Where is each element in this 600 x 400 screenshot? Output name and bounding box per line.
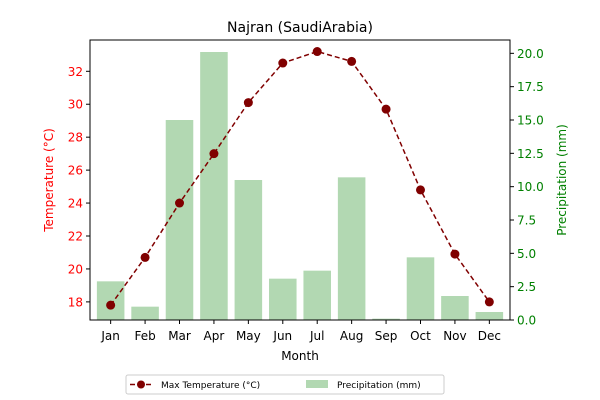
x-axis-ticks: Jan Feb Mar Apr May Jun Jul Aug Sep Oct Nov Dec [100, 320, 501, 343]
temperature-point-sep [381, 104, 391, 114]
left-tick-label: 22 [68, 230, 83, 244]
x-tick-label: Jul [309, 329, 324, 343]
precipitation-bar-feb [131, 306, 159, 320]
x-tick-label: Mar [168, 329, 191, 343]
right-tick-label: 17.5 [517, 80, 544, 94]
x-tick-label: Aug [340, 329, 363, 343]
precipitation-bar-jul [303, 270, 331, 320]
temperature-point-apr [209, 149, 219, 159]
temperature-point-jun [278, 58, 288, 68]
x-tick-label: Apr [204, 329, 225, 343]
temperature-point-mar [175, 198, 185, 208]
right-tick-label: 20.0 [517, 47, 544, 61]
temperature-point-jul [312, 47, 322, 57]
left-axis-ticks: 18 20 22 24 26 28 30 32 [68, 65, 90, 309]
x-tick-label: Sep [375, 329, 398, 343]
chart-title: Najran (SaudiArabia) [227, 20, 373, 36]
right-tick-label: 15.0 [517, 114, 544, 128]
temperature-point-nov [450, 249, 460, 259]
left-tick-label: 32 [68, 65, 83, 79]
precipitation-bar-dec [475, 312, 504, 320]
x-tick-label: Dec [478, 329, 501, 343]
left-tick-label: 20 [68, 262, 83, 276]
right-tick-label: 7.5 [517, 214, 536, 228]
temperature-point-oct [415, 185, 425, 195]
temperature-point-dec [484, 297, 494, 307]
right-tick-label: 12.5 [517, 147, 544, 161]
precipitation-bars [96, 52, 504, 320]
temperature-point-may [243, 98, 253, 108]
legend-marker-swatch [137, 380, 145, 389]
precipitation-bar-oct [406, 257, 435, 320]
left-tick-label: 26 [68, 164, 83, 178]
right-axis-title: Precipitation (mm) [555, 124, 569, 236]
left-tick-label: 30 [68, 98, 83, 112]
x-tick-label: Feb [134, 329, 155, 343]
precipitation-bar-mar [165, 120, 194, 320]
x-tick-label: Jun [272, 329, 292, 343]
precipitation-bar-sep [372, 318, 400, 320]
precipitation-bar-jan [96, 281, 125, 320]
precipitation-bar-nov [441, 296, 469, 320]
temperature-series-line [110, 50, 490, 306]
plot-frame [89, 39, 511, 321]
precipitation-bar-aug [337, 177, 366, 320]
left-tick-label: 28 [68, 131, 83, 145]
x-axis-title: Month [281, 349, 319, 363]
precipitation-bar-may [234, 180, 263, 320]
x-tick-label: May [236, 329, 261, 343]
legend-frame [125, 374, 445, 395]
temperature-line [106, 47, 494, 310]
temperature-point-aug [347, 56, 357, 66]
legend-bar-swatch [306, 380, 328, 388]
x-tick-label: Nov [443, 329, 466, 343]
right-tick-label: 0.0 [517, 314, 536, 328]
legend-label-precipitation: Precipitation (mm) [337, 381, 421, 391]
x-tick-label: Oct [410, 329, 431, 343]
left-axis-title: Temperature (°C) [42, 128, 56, 233]
right-tick-label: 10.0 [517, 180, 544, 194]
legend: Max Temperature (°C) Precipitation (mm) [125, 374, 445, 395]
x-tick-label: Jan [100, 329, 120, 343]
legend-label-temperature: Max Temperature (°C) [161, 381, 260, 391]
right-tick-label: 5.0 [517, 247, 536, 261]
left-tick-label: 18 [68, 295, 83, 309]
right-tick-label: 2.5 [517, 280, 536, 294]
precipitation-bar-jun [269, 278, 297, 320]
right-axis-ticks: 0.0 2.5 5.0 7.5 10.0 12.5 15.0 17.5 20.0 [510, 47, 544, 328]
precipitation-bar-apr [200, 52, 228, 320]
left-tick-label: 24 [68, 197, 83, 211]
temperature-point-feb [140, 252, 150, 262]
temperature-point-jan [106, 300, 116, 310]
